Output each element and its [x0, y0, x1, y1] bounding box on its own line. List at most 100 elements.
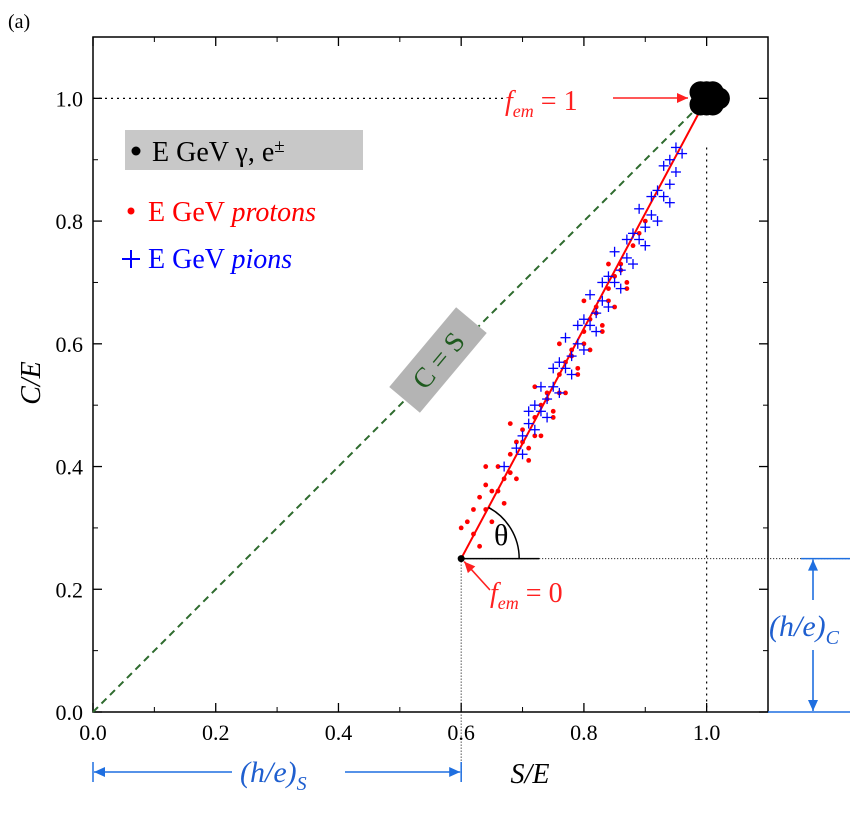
- proton-point: [526, 458, 532, 463]
- pion-point: [535, 381, 546, 392]
- proton-point: [514, 439, 519, 445]
- proton-point: [599, 323, 605, 328]
- pion-point: [542, 394, 553, 405]
- pion-point: [499, 461, 510, 472]
- proton-point: [550, 415, 556, 420]
- proton-point: [606, 261, 611, 267]
- proton-point: [483, 464, 489, 469]
- proton-point: [532, 384, 538, 390]
- pion-point: [597, 295, 608, 306]
- proton-point: [636, 230, 642, 236]
- x-tick-label: 1.0: [693, 720, 721, 745]
- pion-point: [529, 400, 540, 411]
- he-s-left-arrow-head: [94, 767, 105, 777]
- proton-point: [477, 543, 482, 549]
- proton-point: [532, 415, 538, 420]
- proton-point: [587, 316, 593, 322]
- y-tick-label: 0.6: [56, 332, 84, 357]
- pion-point: [640, 240, 651, 251]
- pion-point: [517, 449, 528, 460]
- proton-point: [532, 433, 538, 439]
- proton-point: [471, 531, 476, 537]
- proton-point: [587, 347, 593, 353]
- legend-photon-marker: [131, 146, 141, 156]
- pion-point: [566, 351, 577, 362]
- proton-point: [489, 519, 495, 525]
- pion-point: [609, 246, 620, 257]
- pion-point: [578, 344, 589, 355]
- photon-point: [707, 87, 730, 110]
- pion-point: [621, 252, 632, 263]
- y-tick-label: 0.8: [56, 209, 84, 234]
- pion-point: [529, 424, 540, 435]
- pion-point: [517, 430, 528, 441]
- proton-point: [458, 525, 464, 531]
- he-s-label: (h/e)S: [240, 756, 307, 795]
- pion-point: [628, 228, 638, 239]
- proton-point: [618, 261, 624, 267]
- proton-point: [642, 218, 648, 224]
- pion-point: [664, 197, 675, 208]
- pion-point: [658, 191, 669, 202]
- proton-point: [501, 500, 507, 506]
- he-c-up-arrow-head: [808, 559, 818, 571]
- pion-point: [640, 222, 651, 233]
- proton-point: [483, 507, 489, 512]
- proton-point: [624, 286, 630, 291]
- diagonal-line-label: C = S: [389, 307, 487, 413]
- legend-photon-label: E GeV γ, e±: [152, 136, 285, 168]
- pion-point: [523, 418, 534, 429]
- pion-point: [560, 363, 571, 374]
- proton-point: [556, 372, 562, 377]
- x-tick-label: 0.8: [570, 720, 598, 745]
- proton-point: [464, 519, 470, 525]
- proton-point: [483, 482, 489, 488]
- pion-point: [621, 234, 632, 245]
- fem0-arrow-head: [464, 561, 476, 574]
- fem1-label: fem = 1: [505, 86, 578, 121]
- pion-point: [523, 406, 534, 417]
- pion-point: [664, 179, 675, 190]
- proton-point: [514, 476, 519, 482]
- pion-point: [603, 302, 614, 312]
- proton-point: [520, 439, 525, 445]
- he-c-label: (h/e)C: [769, 610, 840, 649]
- legend: E GeV γ, e± E GeV protons E GeV pions: [122, 130, 363, 275]
- pion-point: [591, 308, 602, 319]
- proton-point: [520, 427, 525, 433]
- legend-pion-marker: [122, 250, 140, 268]
- pion-point: [615, 283, 626, 294]
- proton-point: [507, 451, 513, 457]
- proton-point: [556, 341, 562, 347]
- proton-point: [569, 347, 575, 353]
- x-tick-label: 0.0: [79, 720, 107, 745]
- proton-point: [544, 390, 550, 396]
- pion-point: [677, 148, 688, 159]
- proton-point: [581, 329, 587, 334]
- pion-point: [609, 277, 620, 288]
- pion-point: [566, 369, 577, 380]
- y-axis-title: C/E: [16, 361, 47, 405]
- proton-point: [489, 488, 495, 494]
- proton-point: [581, 341, 587, 347]
- proton-point: [477, 494, 482, 500]
- he-s-right-arrow-head: [449, 767, 461, 777]
- proton-point: [606, 286, 611, 291]
- pion-point: [554, 357, 565, 368]
- legend-pion-label: E GeV pions: [148, 244, 292, 275]
- proton-point: [471, 507, 476, 512]
- pion-point: [554, 387, 565, 398]
- proton-point: [495, 488, 501, 494]
- pion-point: [646, 209, 657, 220]
- proton-point: [526, 445, 532, 451]
- pion-point: [548, 363, 559, 374]
- pion-point: [646, 191, 657, 202]
- pion-point: [615, 265, 626, 276]
- proton-point: [581, 298, 587, 304]
- diagonal-c-equals-s-line: [92, 97, 708, 713]
- pion-point: [585, 289, 596, 300]
- legend-proton-marker: [127, 207, 135, 215]
- proton-point: [538, 402, 544, 408]
- pion-point: [511, 443, 522, 454]
